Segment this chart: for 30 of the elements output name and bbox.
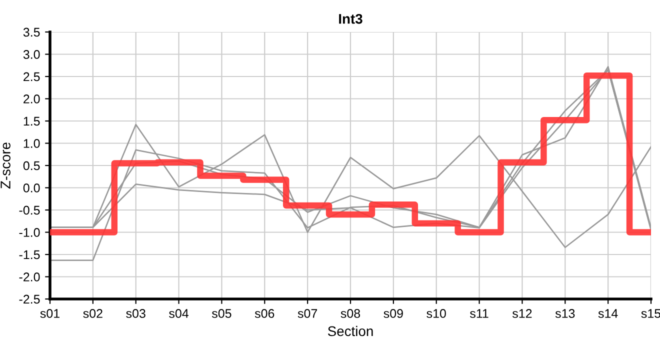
y-tick-label: -2.5 [19, 294, 40, 304]
x-tick-label: s09 [384, 309, 403, 318]
x-tick-label: s08 [340, 309, 360, 318]
x-tick-label: s06 [254, 309, 274, 318]
y-tick-label: 0.0 [23, 184, 40, 192]
y-tick-label: 1.0 [24, 139, 40, 148]
y-tick-label: 3.5 [23, 28, 40, 37]
x-tick-label: s03 [126, 309, 146, 318]
y-tick-label: 2.5 [24, 72, 40, 82]
x-tick-label: s07 [298, 309, 318, 318]
y-tick-label: 2.0 [24, 94, 40, 104]
x-tick-label: s13 [555, 309, 575, 318]
chart-title: Int3 [339, 14, 362, 24]
y-tick-label: 3.0 [23, 50, 40, 59]
x-tick-label: s14 [598, 309, 618, 318]
x-tick-label: s05 [212, 309, 232, 318]
x-tick-label: s04 [169, 309, 188, 318]
x-tick-label: s11 [470, 309, 488, 318]
y-tick-label: -2.0 [19, 272, 40, 282]
y-tick-label: 1.5 [24, 116, 40, 126]
y-axis-title: Z-score [0, 142, 10, 189]
x-tick-label: s12 [512, 309, 532, 318]
y-tick-label: -1.5 [19, 250, 40, 260]
x-axis-title: Section [328, 326, 373, 336]
x-tick-label: s10 [426, 309, 446, 318]
x-tick-label: s01 [40, 309, 60, 318]
y-tick-label: -0.5 [19, 206, 40, 215]
y-tick-label: -1.0 [19, 228, 40, 237]
y-tick-label: 0.5 [23, 161, 40, 170]
x-tick-label: s02 [83, 309, 102, 318]
